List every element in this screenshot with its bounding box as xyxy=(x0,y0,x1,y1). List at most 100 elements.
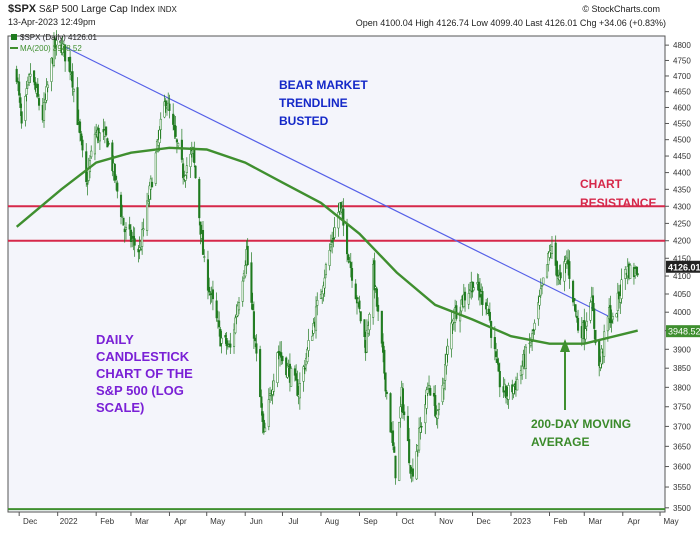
candle-body xyxy=(531,333,534,342)
chart-description: DAILY CANDLESTICK CHART OF THE S&P 500 (LOG… xyxy=(96,332,193,415)
y-tick-label: 3700 xyxy=(673,422,691,431)
candle-body xyxy=(312,322,315,334)
candle-body xyxy=(59,40,62,43)
last-price-tag xyxy=(666,260,700,273)
candle-body xyxy=(532,329,535,332)
candle-body xyxy=(34,81,37,90)
candle-body xyxy=(432,393,436,397)
candle-body xyxy=(420,426,423,428)
candle-body xyxy=(540,285,544,287)
candle-body xyxy=(24,95,27,121)
candle-body xyxy=(444,364,447,381)
candle-body xyxy=(620,279,623,299)
y-tick-label: 4400 xyxy=(673,169,691,178)
candle-body xyxy=(121,216,124,218)
candle-body xyxy=(298,383,301,399)
candle-body xyxy=(290,368,293,387)
candle-body xyxy=(462,294,465,307)
candle-body xyxy=(547,253,550,265)
x-tick-label: 2022 xyxy=(60,517,78,526)
candle-body xyxy=(123,228,126,233)
y-tick-label: 4500 xyxy=(673,136,691,145)
candle-body xyxy=(559,272,562,279)
resistance-annotation-line: RESISTANCE xyxy=(580,196,656,210)
y-tick-label: 3550 xyxy=(673,483,691,492)
candle-body xyxy=(115,175,118,180)
candle-body xyxy=(78,121,82,134)
candle-body xyxy=(159,118,162,130)
candle-body xyxy=(316,300,319,306)
candle-body xyxy=(203,256,206,258)
x-tick-label: Nov xyxy=(439,517,453,526)
y-tick-label: 4300 xyxy=(673,202,691,211)
resistance-annotation: CHART RESISTANCE xyxy=(580,177,656,210)
x-tick-label: Feb xyxy=(554,517,568,526)
candle-body xyxy=(85,151,88,183)
candle-body xyxy=(594,329,597,344)
ma-annotation-line: AVERAGE xyxy=(531,435,589,449)
candle-body xyxy=(542,277,545,285)
candle-body xyxy=(185,165,188,174)
candle-body xyxy=(577,317,580,331)
candle-body xyxy=(434,394,437,417)
candle-body xyxy=(86,183,89,185)
candle-body xyxy=(490,321,493,338)
candle-body xyxy=(467,293,470,305)
candle-body xyxy=(488,311,491,321)
candle-body xyxy=(603,331,606,357)
candle-body xyxy=(507,385,510,400)
candle-body xyxy=(442,382,445,390)
candle-body xyxy=(377,304,380,312)
y-tick-label: 4200 xyxy=(673,237,691,246)
candle-body xyxy=(220,337,223,344)
candle-body xyxy=(189,153,192,167)
candle-body xyxy=(424,404,427,424)
candle-body xyxy=(619,295,622,303)
candle-body xyxy=(463,291,467,301)
candle-body xyxy=(636,273,639,276)
candle-body xyxy=(521,365,524,375)
candle-body xyxy=(98,132,101,142)
candle-body xyxy=(538,296,541,306)
x-tick-label: Oct xyxy=(402,517,415,526)
candle-body xyxy=(398,421,401,481)
candle-body xyxy=(177,143,180,147)
x-tick-label: Jun xyxy=(250,517,263,526)
candle-body xyxy=(141,229,144,247)
candle-body xyxy=(206,259,210,291)
bear-trendline-annotation-line: BEAR MARKET xyxy=(279,78,368,92)
candle-body xyxy=(93,133,96,155)
candle-body xyxy=(441,384,444,403)
candle-body xyxy=(382,341,385,353)
candle-body xyxy=(211,289,214,300)
candle-body xyxy=(574,304,577,312)
candle-body xyxy=(225,338,228,347)
candle-body xyxy=(610,320,613,323)
candle-body xyxy=(307,340,310,351)
candle-body xyxy=(471,281,474,293)
candle-body xyxy=(80,133,83,141)
chart-description-line: S&P 500 (LOG xyxy=(96,383,184,398)
ma-price-tag xyxy=(666,325,700,338)
candle-body xyxy=(267,399,270,427)
candle-body xyxy=(568,261,571,279)
candle-body xyxy=(411,468,414,477)
candle-body xyxy=(593,308,596,329)
candle-body xyxy=(139,248,142,251)
candle-body xyxy=(122,217,125,226)
candle-body xyxy=(380,310,383,344)
x-tick-label: May xyxy=(663,517,678,526)
candle-body xyxy=(337,211,340,229)
candle-body xyxy=(286,365,289,378)
candle-body xyxy=(418,427,421,451)
candle-body xyxy=(69,56,72,73)
candle-body xyxy=(451,320,454,325)
candle-body xyxy=(573,298,576,301)
candle-body xyxy=(155,140,159,152)
candle-body xyxy=(333,227,336,238)
bear-trendline-annotation: BEAR MARKET TRENDLINE BUSTED xyxy=(279,78,368,128)
index-name: S&P 500 Large Cap Index xyxy=(38,4,155,15)
candle-body xyxy=(550,246,554,254)
candle-body xyxy=(399,406,402,419)
